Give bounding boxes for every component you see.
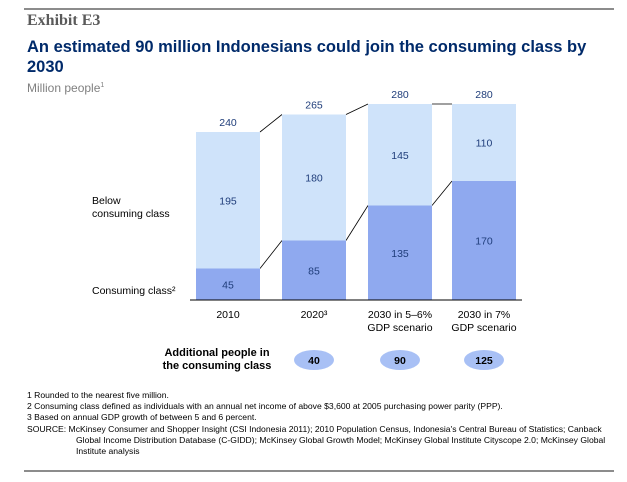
exhibit-label: Exhibit E3 — [27, 12, 101, 29]
bar-consuming-3 — [452, 181, 516, 300]
label-consuming-2: 135 — [391, 248, 409, 260]
connector-top-0 — [259, 114, 283, 133]
label-total-3: 280 — [475, 89, 493, 101]
subtitle-text: Million people — [27, 81, 101, 95]
label-below-3: 110 — [476, 138, 493, 150]
legend-below-line1: Below — [92, 195, 121, 207]
top-rule — [24, 8, 614, 10]
x-tick-label-2-3: GDP scenario — [451, 322, 516, 334]
additional-value-0: 40 — [308, 355, 320, 367]
label-below-1: 180 — [305, 173, 323, 185]
x-tick-label-1: 2020³ — [301, 309, 328, 321]
footnote-1: 1 Rounded to the nearest five million. — [27, 390, 169, 400]
x-tick-label-3: 2030 in 7% — [458, 309, 511, 321]
x-tick-label-0: 2010 — [216, 309, 240, 321]
connector-mid-1 — [345, 205, 369, 241]
x-tick-label-2: 2030 in 5–6% — [368, 309, 432, 321]
label-total-1: 265 — [305, 100, 323, 112]
bar-below-2 — [368, 104, 432, 206]
connector-mid-0 — [259, 240, 283, 269]
bar-consuming-1 — [282, 240, 346, 300]
chart-title: An estimated 90 million Indonesians coul… — [27, 38, 587, 76]
label-below-0: 195 — [219, 195, 237, 207]
bottom-rule — [24, 470, 614, 472]
legend-below-line2: consuming class — [92, 208, 170, 220]
label-consuming-3: 170 — [475, 236, 493, 248]
subtitle-footnote-mark: 1 — [100, 82, 105, 89]
bar-consuming-0 — [196, 268, 260, 300]
additional-value-2: 125 — [475, 355, 493, 367]
connector-top-1 — [345, 103, 369, 115]
legend-consuming: Consuming class² — [92, 285, 176, 297]
source-note: SOURCE: McKinsey Consumer and Shopper In… — [27, 423, 606, 457]
label-total-2: 280 — [391, 89, 409, 101]
footnote-3: 3 Based on annual GDP growth of between … — [27, 412, 257, 423]
label-consuming-1: 85 — [308, 265, 320, 277]
label-consuming-0: 45 — [222, 279, 234, 291]
bar-below-1 — [282, 114, 346, 241]
additional-label-line2: the consuming class — [163, 360, 272, 372]
chart-subtitle: Million people1 — [27, 81, 104, 95]
additional-pill-1 — [380, 350, 420, 370]
additional-value-1: 90 — [394, 355, 406, 367]
footnotes: 1 Rounded to the nearest five million. 2… — [27, 390, 617, 457]
bar-below-0 — [196, 132, 260, 269]
additional-pill-0 — [294, 350, 334, 370]
connector-mid-2 — [431, 180, 453, 206]
additional-pill-2 — [464, 350, 504, 370]
label-below-2: 145 — [391, 150, 409, 162]
footnote-2: 2 Consuming class defined as individuals… — [27, 401, 503, 412]
x-tick-label-2-2: GDP scenario — [367, 322, 432, 334]
bar-consuming-2 — [368, 205, 432, 300]
additional-label-line1: Additional people in — [164, 347, 269, 359]
bar-below-3 — [452, 104, 516, 181]
label-total-0: 240 — [219, 117, 237, 129]
